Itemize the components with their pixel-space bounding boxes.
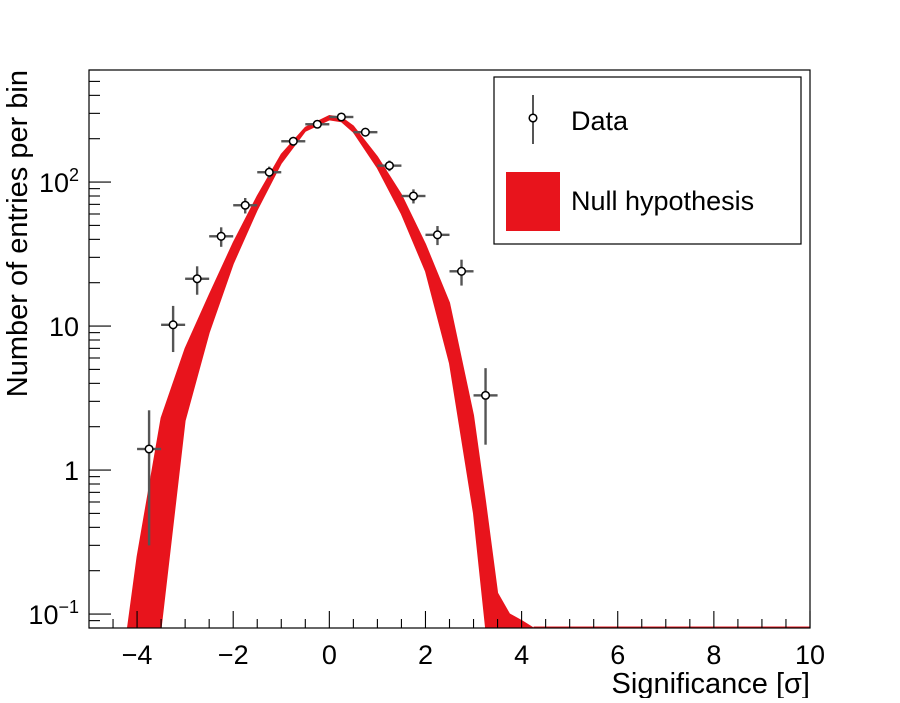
data-point [473, 368, 498, 445]
x-axis-title: Significance [σ] [612, 668, 810, 698]
data-point [137, 410, 162, 546]
data-point [449, 259, 474, 286]
x-tick-label: 6 [610, 640, 625, 670]
data-point-marker [360, 127, 370, 137]
data-point [329, 112, 354, 122]
tick-labels-layer: −4 −2 0 2 4 6 8 10 10−1 1 10 102 [28, 165, 825, 670]
x-tick-label: 10 [795, 640, 825, 670]
data-point-marker [456, 266, 467, 276]
y-tick-label: 1 [64, 456, 79, 486]
data-point-marker [168, 320, 178, 330]
data-point [305, 119, 330, 129]
data-point [257, 166, 282, 179]
null-hypothesis-band [126, 114, 536, 629]
legend-label-data: Data [571, 106, 629, 136]
data-point-marker [264, 167, 274, 177]
x-tick-label: 0 [322, 640, 337, 670]
y-tick-label: 10−1 [28, 597, 79, 630]
data-point [401, 189, 426, 204]
data-point [353, 127, 378, 137]
x-tick-label: −4 [122, 640, 153, 670]
x-tick-label: −2 [218, 640, 249, 670]
legend: Data Null hypothesis [493, 76, 802, 245]
data-point-marker [144, 444, 154, 454]
data-point-marker [408, 191, 419, 201]
data-point-marker [192, 274, 202, 284]
y-axis-title: Number of entries per bin [2, 70, 34, 397]
data-point [185, 266, 210, 295]
x-tick-label: 2 [418, 640, 433, 670]
data-point [233, 197, 258, 214]
data-point [377, 160, 402, 172]
data-point [281, 136, 306, 146]
data-point-marker [384, 161, 394, 171]
data-point-marker [240, 200, 250, 210]
x-tick-label: 8 [706, 640, 721, 670]
data-point-marker [288, 136, 298, 146]
data-point [209, 227, 234, 247]
data-point [161, 305, 186, 353]
legend-label-null-hypothesis: Null hypothesis [571, 186, 754, 216]
axis-ticks-layer [89, 69, 811, 629]
data-point-marker [312, 119, 322, 129]
y-tick-label: 102 [39, 165, 79, 198]
legend-data-marker [528, 95, 538, 144]
x-tick-label: 4 [514, 640, 529, 670]
data-points-layer [137, 112, 498, 546]
legend-null-hypothesis-swatch [506, 172, 560, 231]
data-point-marker [216, 231, 226, 241]
data-point-marker [432, 230, 443, 240]
plot-frame [88, 69, 811, 629]
data-point-marker [336, 112, 346, 122]
data-point [425, 226, 450, 246]
y-tick-label: 10 [49, 312, 79, 342]
data-point-marker [481, 390, 491, 400]
